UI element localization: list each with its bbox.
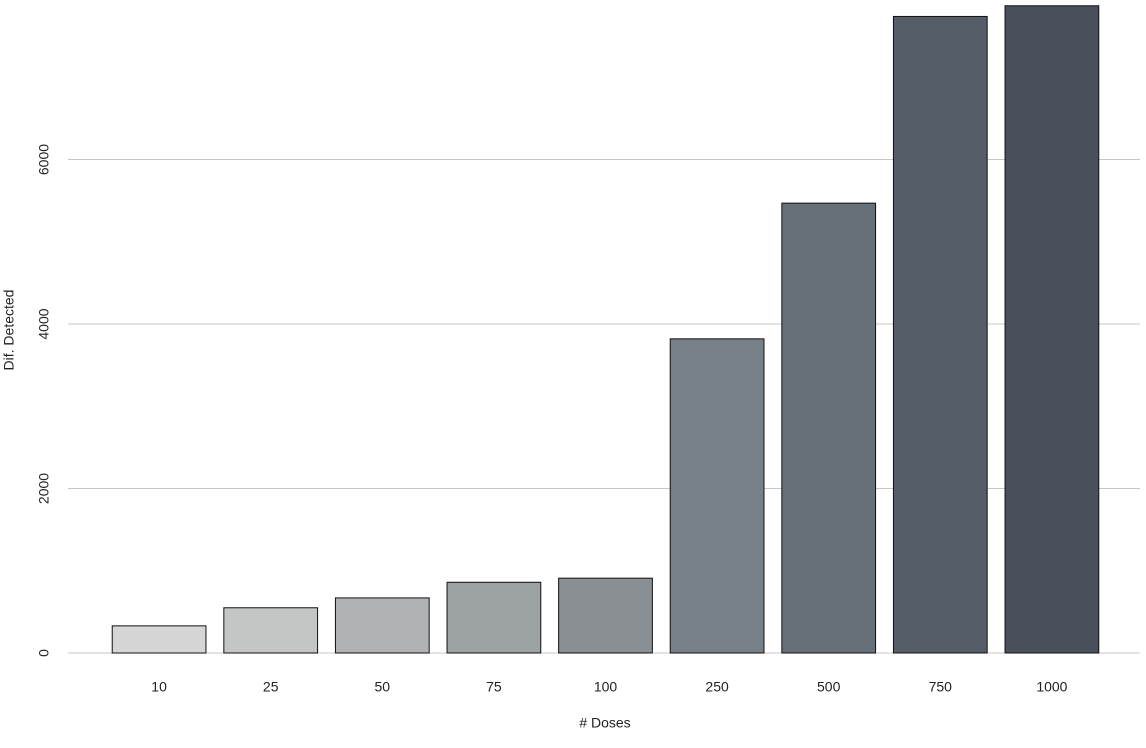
bar (669, 338, 765, 654)
x-tick-label: 25 (263, 679, 279, 695)
x-axis-label: # Doses (579, 715, 630, 731)
x-tick-label: 50 (375, 679, 391, 695)
bar (892, 15, 988, 654)
x-tick-label: 750 (929, 679, 953, 695)
x-tick-label: 100 (594, 679, 618, 695)
y-axis-label: Dif. Detected (1, 290, 17, 371)
x-tick-label: 1000 (1036, 679, 1067, 695)
bar (111, 625, 207, 654)
bar (558, 577, 653, 654)
x-tick-label: 75 (486, 679, 502, 695)
y-tick-label: 2000 (36, 473, 52, 504)
y-tick-label: 4000 (36, 308, 52, 339)
bar (1004, 5, 1100, 654)
bar (334, 597, 430, 654)
bar (223, 607, 319, 654)
x-tick-label: 500 (817, 679, 841, 695)
y-tick-label: 0 (36, 649, 52, 657)
x-tick-label: 10 (151, 679, 167, 695)
bar (781, 202, 877, 654)
x-tick-label: 250 (705, 679, 729, 695)
bar (446, 581, 542, 654)
y-tick-label: 6000 (36, 144, 52, 175)
